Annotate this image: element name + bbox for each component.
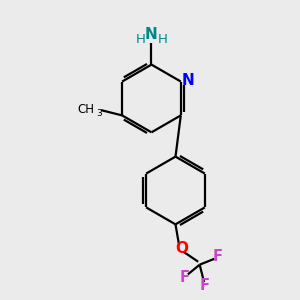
- Text: N: N: [182, 73, 194, 88]
- Text: H: H: [158, 33, 168, 46]
- Text: F: F: [213, 249, 223, 264]
- Text: F: F: [179, 270, 189, 285]
- Text: F: F: [200, 278, 210, 293]
- Text: N: N: [145, 27, 158, 42]
- Text: CH: CH: [77, 103, 94, 116]
- Text: H: H: [135, 33, 145, 46]
- Text: 3: 3: [96, 110, 102, 118]
- Text: O: O: [176, 241, 188, 256]
